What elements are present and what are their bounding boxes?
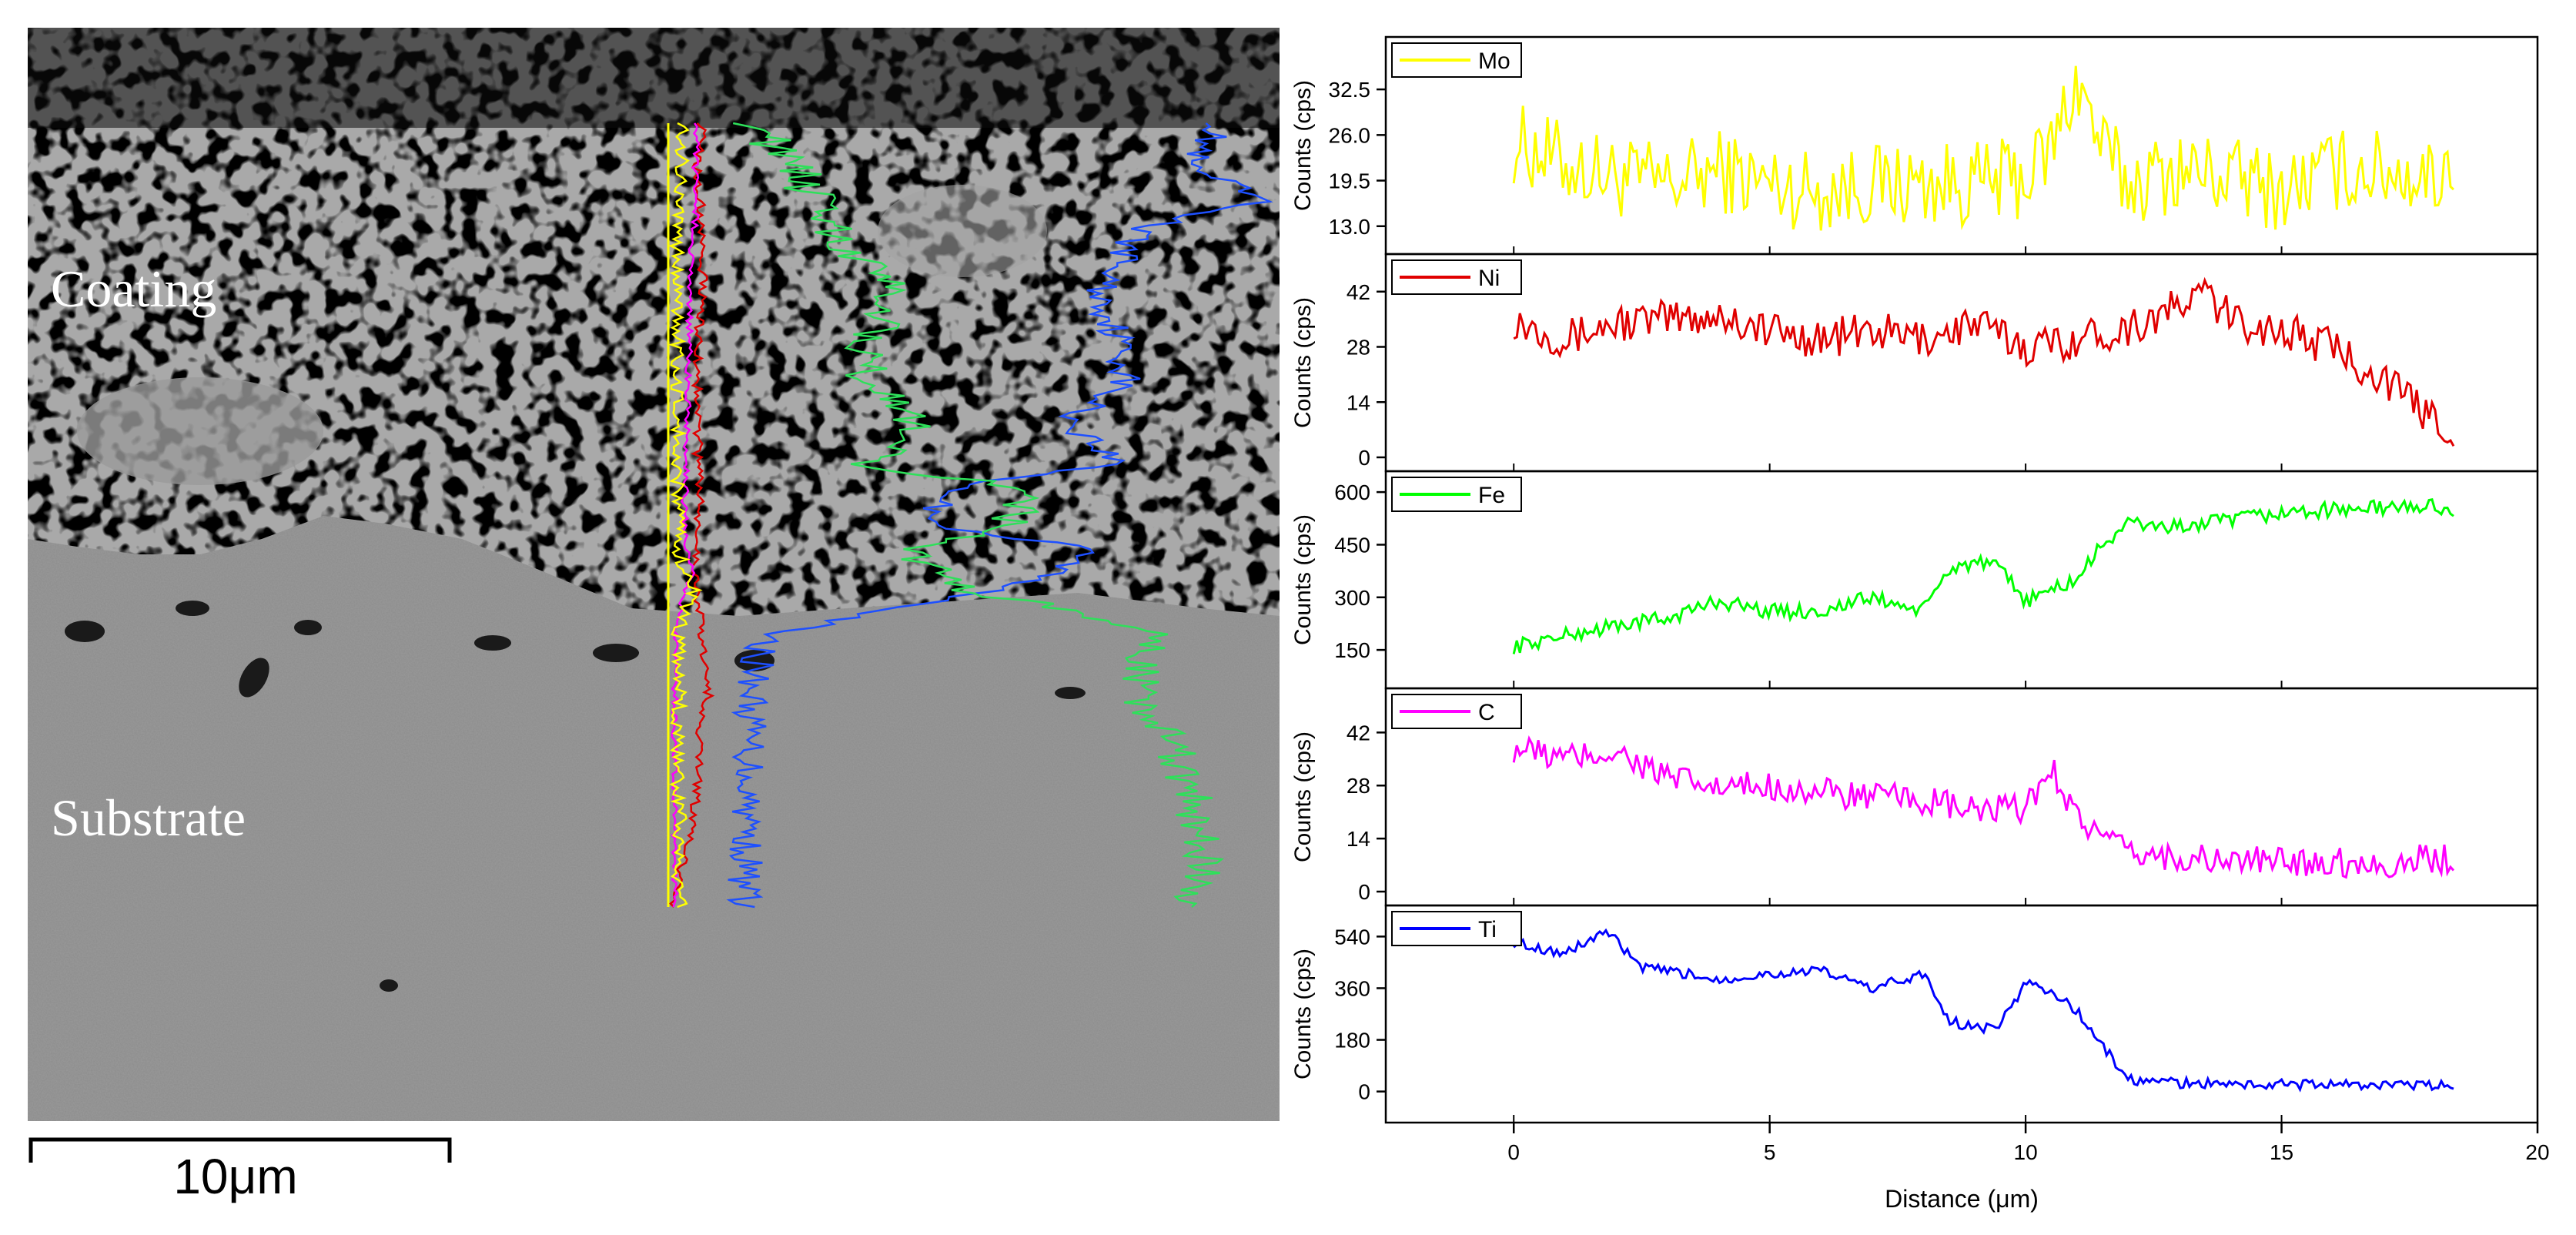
c-series-line <box>1512 735 2455 879</box>
c-legend-label: C <box>1478 700 1495 725</box>
ti-legend-label: Ti <box>1478 917 1497 942</box>
fe-y-tick-label: 300 <box>1334 586 1370 610</box>
mo-y-axis-label: Counts (cps) <box>1290 80 1316 211</box>
mo-series-line <box>1512 65 2455 231</box>
fe-panel-frame <box>1384 470 2539 690</box>
c-y-tick-label: 42 <box>1347 721 1370 745</box>
fe-y-axis-label: Counts (cps) <box>1290 514 1316 645</box>
ti-y-tick-label: 360 <box>1334 976 1370 1000</box>
ni-legend-label: Ni <box>1478 266 1500 291</box>
ni-y-axis-label: Counts (cps) <box>1290 297 1316 428</box>
coating-label: Coating <box>51 259 216 318</box>
ti-overlay-trace <box>726 122 1273 909</box>
ni-overlay-trace <box>669 122 715 908</box>
x-tick-label: 0 <box>1507 1140 1520 1164</box>
ti-y-tick-label: 540 <box>1334 925 1370 949</box>
line-scan-chart: 13.0 19.5 26.0 32.5 Counts (cps) Mo 0 14 28 42 Cou… <box>1290 35 2550 1213</box>
fe-overlay-trace <box>732 122 1225 908</box>
sem-micrograph: Coating Substrate <box>28 28 1280 1121</box>
fe-y-tick-label: 450 <box>1334 533 1370 557</box>
scale-bar-label: 10μm <box>173 1149 297 1204</box>
x-tick-label: 10 <box>2014 1140 2038 1164</box>
x-tick-label: 20 <box>2525 1140 2549 1164</box>
fe-y-tick-label: 600 <box>1334 480 1370 504</box>
mo-y-tick-label: 32.5 <box>1329 78 1371 102</box>
ti-y-tick-label: 0 <box>1358 1080 1370 1104</box>
fe-y-tick-label: 150 <box>1334 638 1370 662</box>
mo-y-tick-label: 19.5 <box>1329 169 1371 193</box>
mo-overlay-trace <box>667 122 703 909</box>
fe-series-line <box>1512 498 2454 654</box>
ni-panel-frame <box>1384 253 2539 473</box>
ni-series-line <box>1513 276 2455 447</box>
x-axis-label: Distance (μm) <box>1885 1185 2039 1213</box>
ni-y-tick-label: 0 <box>1358 446 1370 470</box>
mo-legend-label: Mo <box>1478 49 1510 74</box>
mo-y-tick-label: 13.0 <box>1329 215 1371 239</box>
interface-pores <box>65 601 1086 992</box>
x-tick-label: 15 <box>2270 1140 2293 1164</box>
c-overlay-trace <box>670 122 701 908</box>
x-tick-label: 5 <box>1764 1140 1776 1164</box>
c-y-tick-label: 0 <box>1358 880 1370 904</box>
ti-y-axis-label: Counts (cps) <box>1290 949 1316 1079</box>
ti-y-tick-label: 180 <box>1334 1029 1370 1053</box>
ti-series-line <box>1513 928 2454 1093</box>
scale-bar: 10μm <box>28 1137 452 1204</box>
mo-y-tick-label: 26.0 <box>1329 123 1371 147</box>
fe-legend-label: Fe <box>1478 483 1505 508</box>
ni-y-tick-label: 14 <box>1347 390 1370 414</box>
substrate-label: Substrate <box>51 788 246 847</box>
coating-region <box>28 28 1280 616</box>
c-y-tick-label: 28 <box>1347 774 1370 798</box>
c-y-tick-label: 14 <box>1347 827 1370 851</box>
ni-y-tick-label: 28 <box>1347 336 1370 360</box>
ni-y-tick-label: 42 <box>1347 280 1370 304</box>
c-y-axis-label: Counts (cps) <box>1290 731 1316 862</box>
c-panel-frame <box>1384 687 2539 907</box>
line-scan-overlay <box>667 122 1273 909</box>
ti-panel-frame <box>1384 904 2539 1124</box>
